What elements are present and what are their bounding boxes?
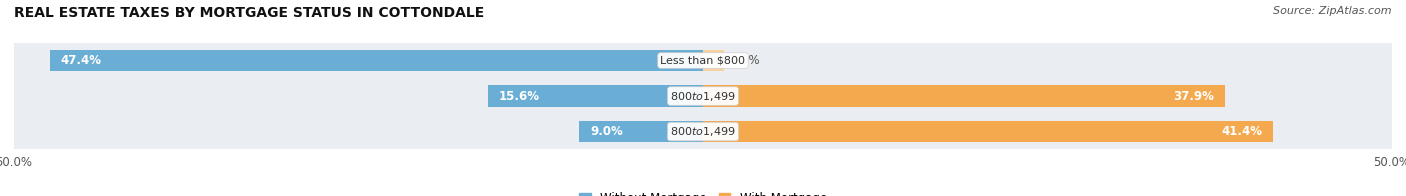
Legend: Without Mortgage, With Mortgage: Without Mortgage, With Mortgage (574, 187, 832, 196)
Bar (703, 50, 724, 71)
Text: 0.0%: 0.0% (731, 54, 761, 67)
Bar (14, 114, 1392, 149)
Bar (579, 121, 703, 142)
Bar (49, 50, 703, 71)
Text: Source: ZipAtlas.com: Source: ZipAtlas.com (1274, 6, 1392, 16)
Text: REAL ESTATE TAXES BY MORTGAGE STATUS IN COTTONDALE: REAL ESTATE TAXES BY MORTGAGE STATUS IN … (14, 6, 484, 20)
Text: 9.0%: 9.0% (591, 125, 623, 138)
Bar (703, 85, 1225, 107)
Text: Less than $800: Less than $800 (661, 55, 745, 65)
Text: 41.4%: 41.4% (1222, 125, 1263, 138)
Text: $800 to $1,499: $800 to $1,499 (671, 125, 735, 138)
Text: $800 to $1,499: $800 to $1,499 (671, 90, 735, 103)
Bar (14, 43, 1392, 78)
Text: 15.6%: 15.6% (499, 90, 540, 103)
Bar (14, 78, 1392, 114)
Bar (703, 121, 1274, 142)
Text: 37.9%: 37.9% (1174, 90, 1215, 103)
Text: 47.4%: 47.4% (60, 54, 101, 67)
Bar (488, 85, 703, 107)
